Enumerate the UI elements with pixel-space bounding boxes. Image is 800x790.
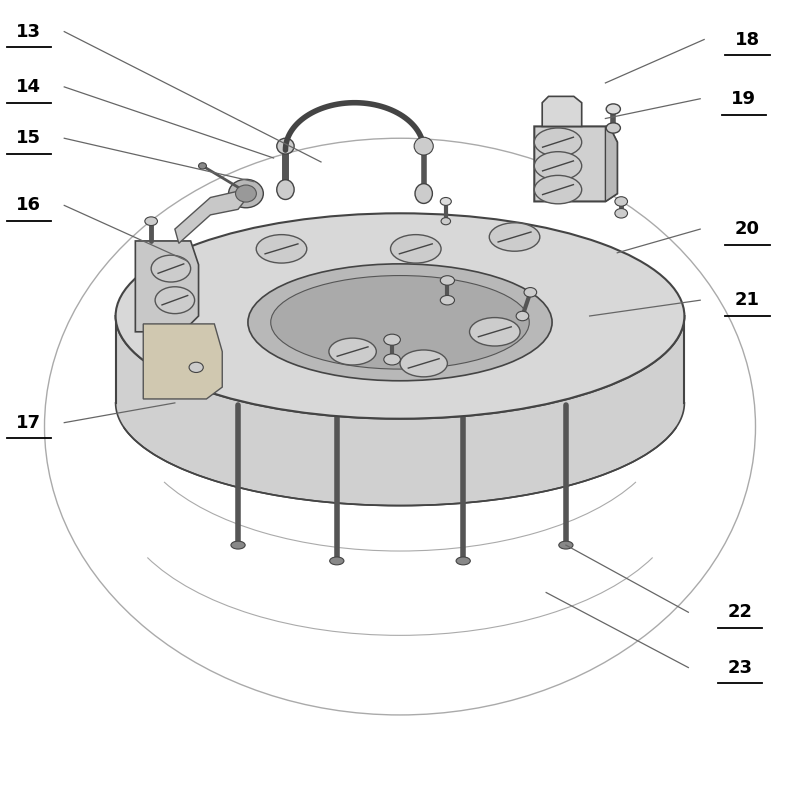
Polygon shape: [534, 126, 618, 201]
Ellipse shape: [414, 137, 434, 155]
Ellipse shape: [189, 362, 203, 373]
Text: 15: 15: [16, 130, 42, 147]
Ellipse shape: [440, 295, 454, 305]
Ellipse shape: [441, 218, 450, 225]
Ellipse shape: [235, 185, 256, 202]
Polygon shape: [135, 241, 198, 332]
Text: 17: 17: [16, 414, 42, 431]
Polygon shape: [542, 96, 582, 126]
Ellipse shape: [606, 104, 621, 115]
Text: 19: 19: [731, 90, 756, 107]
Text: 23: 23: [727, 659, 752, 676]
Polygon shape: [143, 324, 222, 399]
Ellipse shape: [440, 276, 454, 285]
Text: 22: 22: [727, 604, 752, 621]
Ellipse shape: [415, 184, 432, 204]
Ellipse shape: [524, 288, 537, 297]
Ellipse shape: [277, 180, 294, 200]
Ellipse shape: [456, 557, 470, 565]
Ellipse shape: [490, 223, 540, 251]
Ellipse shape: [384, 354, 400, 365]
Ellipse shape: [116, 213, 684, 419]
Ellipse shape: [248, 264, 552, 381]
Polygon shape: [175, 191, 246, 243]
Ellipse shape: [270, 276, 530, 369]
Text: 16: 16: [16, 197, 42, 214]
Ellipse shape: [516, 311, 529, 321]
Ellipse shape: [440, 198, 451, 205]
Text: 14: 14: [16, 78, 42, 96]
Polygon shape: [116, 316, 684, 506]
Ellipse shape: [384, 334, 400, 345]
Ellipse shape: [45, 138, 755, 715]
Text: 20: 20: [735, 220, 760, 238]
Text: 18: 18: [735, 31, 760, 48]
Ellipse shape: [151, 255, 190, 282]
Polygon shape: [606, 126, 618, 201]
Text: 13: 13: [16, 23, 42, 40]
Ellipse shape: [470, 318, 520, 346]
Ellipse shape: [198, 163, 206, 169]
Ellipse shape: [606, 123, 621, 134]
Ellipse shape: [155, 287, 194, 314]
Ellipse shape: [329, 338, 376, 365]
Ellipse shape: [330, 557, 344, 565]
Ellipse shape: [277, 138, 294, 154]
Ellipse shape: [534, 152, 582, 180]
Ellipse shape: [534, 175, 582, 204]
Ellipse shape: [231, 541, 245, 549]
Ellipse shape: [229, 179, 263, 208]
Ellipse shape: [145, 217, 158, 226]
Ellipse shape: [400, 350, 447, 377]
Ellipse shape: [390, 235, 441, 263]
Ellipse shape: [615, 197, 627, 206]
Ellipse shape: [558, 541, 573, 549]
Text: 21: 21: [735, 292, 760, 309]
Ellipse shape: [615, 209, 627, 218]
Ellipse shape: [534, 128, 582, 156]
Ellipse shape: [256, 235, 306, 263]
